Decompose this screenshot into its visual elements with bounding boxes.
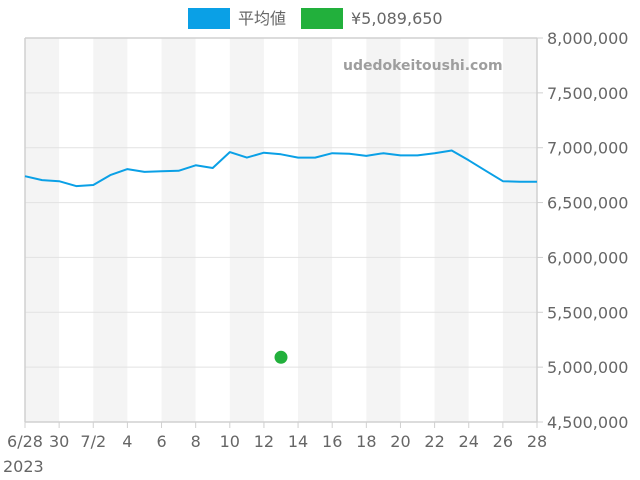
- chart-legend: 平均値 ¥5,089,650: [0, 7, 640, 31]
- background-bands: [25, 38, 537, 422]
- x-tick-label: 24: [459, 432, 479, 451]
- price-points: [274, 350, 288, 364]
- y-tick-label: 5,000,000: [547, 358, 628, 377]
- x-tick-label: 18: [356, 432, 376, 451]
- y-tick-label: 4,500,000: [547, 413, 628, 432]
- x-tick-label: 26: [493, 432, 513, 451]
- average-price-line: [24, 149, 537, 188]
- y-tick-label: 8,000,000: [547, 29, 628, 48]
- x-tick-label: 6: [156, 432, 166, 451]
- x-tick-label: 8: [191, 432, 201, 451]
- x-tick-label: 22: [424, 432, 444, 451]
- legend-swatch-price[interactable]: [301, 8, 343, 29]
- y-tick-label: 6,000,000: [547, 248, 628, 267]
- y-tick-label: 5,500,000: [547, 303, 628, 322]
- x-tick-label: 28: [527, 432, 547, 451]
- x-tick-label: 4: [122, 432, 132, 451]
- x-tick-label: 30: [49, 432, 69, 451]
- watermark: udedokeitoushi.com: [343, 58, 503, 74]
- y-tick-label: 7,000,000: [547, 139, 628, 158]
- x-tick-label: 14: [288, 432, 308, 451]
- y-tick-label: 6,500,000: [547, 194, 628, 213]
- x-tick-label: 20: [390, 432, 410, 451]
- y-tick-label: 7,500,000: [547, 84, 628, 103]
- price-point[interactable]: [274, 350, 288, 364]
- x-tick-label: 10: [220, 432, 240, 451]
- legend-label-price[interactable]: ¥5,089,650: [351, 9, 443, 28]
- x-tick-label: 6/28: [7, 432, 43, 451]
- x-tick-label: 12: [254, 432, 274, 451]
- legend-swatch-average[interactable]: [188, 8, 230, 29]
- x-tick-label: 16: [322, 432, 342, 451]
- y-axis: 8,000,000 7,500,000 7,000,000 6,500,000 6,00…: [537, 29, 628, 432]
- legend-label-average[interactable]: 平均値: [238, 9, 287, 28]
- x-axis: 6/28 30 7/2 4 6 8 10 12 14 16 18 20 22 24 26 28 2023: [3, 422, 547, 476]
- x-tick-label: 7/2: [80, 432, 106, 451]
- x-tick-year: 2023: [3, 457, 44, 476]
